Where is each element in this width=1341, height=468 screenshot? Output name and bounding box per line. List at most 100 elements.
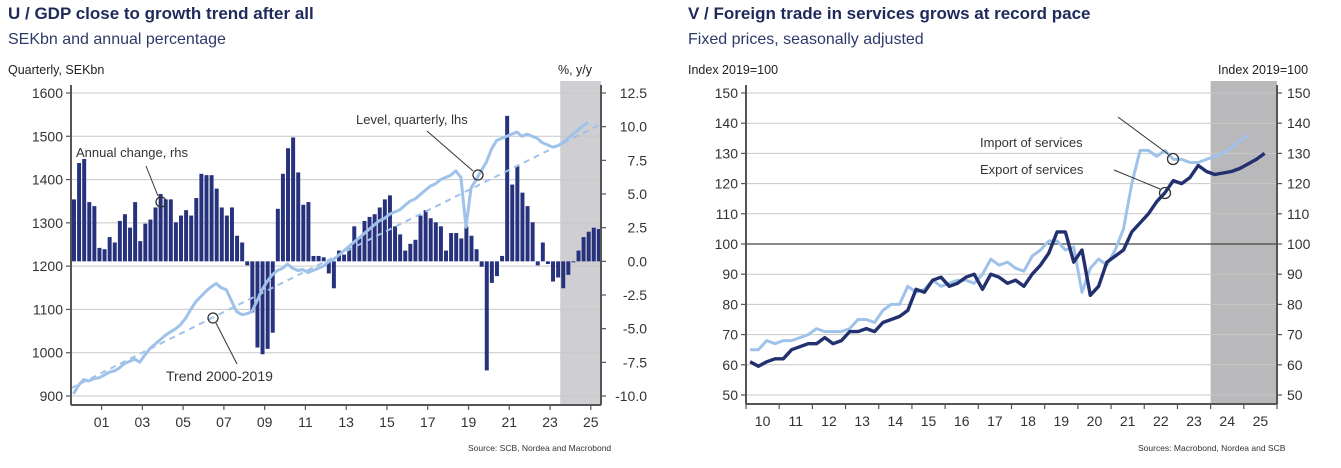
bar: [423, 210, 428, 262]
export-services-line: [749, 152, 1266, 368]
bar: [199, 173, 204, 262]
x-tick-label: 17: [987, 413, 1003, 429]
bar: [128, 227, 133, 262]
bar: [204, 175, 209, 262]
chart-title-left: U / GDP close to growth trend after all: [8, 4, 314, 23]
bar: [316, 255, 321, 262]
bar: [566, 261, 571, 275]
bar: [520, 192, 525, 262]
bar: [87, 202, 92, 262]
x-tick-label: 24: [1219, 413, 1235, 429]
y-tick-label-left: 80: [722, 296, 738, 312]
annotation-leader: [145, 165, 159, 197]
y-tick-label-left: 1200: [32, 258, 63, 274]
bar: [184, 210, 189, 262]
annotation-annual-change: Annual change, rhs: [76, 145, 189, 160]
bar: [479, 261, 484, 267]
bar: [372, 214, 377, 262]
y-axis-label-right: %, y/y: [558, 63, 593, 77]
bar: [347, 247, 352, 262]
bar: [189, 215, 194, 262]
annotation-marker: [1166, 152, 1180, 166]
y-tick-label-left: 50: [722, 387, 738, 403]
bar: [484, 261, 489, 371]
bar: [240, 242, 245, 262]
y-tick-label-left: 90: [722, 266, 738, 282]
bar: [433, 222, 438, 262]
bar: [301, 204, 306, 262]
bar: [398, 234, 403, 262]
x-tick-label: 11: [789, 413, 804, 429]
x-tick-label: 15: [379, 414, 395, 430]
y-tick-label-right: 10.0: [620, 119, 647, 135]
x-tick-label: 13: [854, 413, 870, 429]
bar: [505, 115, 510, 262]
bar: [280, 173, 285, 262]
annotation-import: Import of services: [980, 135, 1083, 150]
y-tick-label-left: 150: [715, 85, 739, 101]
bar: [179, 215, 183, 262]
chart-subtitle-right: Fixed prices, seasonally adjusted: [688, 31, 924, 48]
bar: [275, 208, 280, 262]
bar: [540, 242, 545, 262]
y-tick-label-left: 60: [722, 357, 738, 373]
bar: [525, 206, 530, 262]
bar: [117, 220, 122, 262]
bar: [500, 255, 505, 262]
source-note-right: Sources: Macrobond, Nordea and SCB: [1138, 443, 1286, 453]
bar: [77, 163, 82, 262]
chart-subtitle-left: SEKbn and annual percentage: [8, 31, 226, 48]
annotation-leader: [1117, 116, 1169, 155]
bar: [255, 261, 260, 348]
x-tick-label: 13: [338, 414, 354, 430]
y-tick-label-right: 60: [1287, 357, 1303, 373]
y-tick-label-right: 100: [1287, 236, 1311, 252]
bar: [551, 261, 556, 282]
y-tick-label-right: 5.0: [628, 186, 648, 202]
bar: [107, 237, 112, 262]
bar: [143, 223, 148, 262]
bar: [102, 249, 107, 262]
y-tick-label-right: 0.0: [628, 253, 648, 269]
bar: [586, 231, 591, 262]
annotation-marker: [1158, 186, 1172, 200]
x-tick-label: 18: [1020, 413, 1036, 429]
y-tick-label-right: 80: [1287, 296, 1303, 312]
x-tick-label: 21: [501, 414, 517, 430]
bar: [245, 261, 250, 266]
bar: [250, 261, 255, 313]
x-tick-label: 23: [542, 414, 558, 430]
bar: [260, 261, 265, 355]
y-tick-label-right: -2.5: [623, 287, 647, 303]
bar: [515, 165, 520, 262]
x-tick-label: 12: [821, 413, 837, 429]
bar: [382, 199, 387, 262]
annotation-marker: [207, 312, 219, 324]
x-tick-label: 22: [1153, 413, 1169, 429]
bar: [561, 261, 566, 289]
x-tick-label: 25: [583, 414, 599, 430]
x-tick-label: 16: [954, 413, 970, 429]
annotation-leader: [215, 322, 238, 365]
x-tick-label: 19: [461, 414, 477, 430]
bar: [438, 226, 443, 262]
bar: [229, 207, 234, 262]
x-tick-label: 25: [1253, 413, 1269, 429]
y-tick-label-right: 130: [1287, 145, 1311, 161]
bar: [194, 198, 199, 262]
bar: [454, 233, 459, 262]
x-tick-label: 19: [1053, 413, 1069, 429]
x-tick-label: 07: [216, 414, 232, 430]
bar: [265, 261, 270, 349]
bar: [591, 227, 596, 262]
annotation-marker: [155, 196, 167, 208]
annotation-export: Export of services: [980, 162, 1084, 177]
level-line: [72, 121, 590, 395]
bar: [321, 257, 326, 262]
y-axis-label-right: Index 2019=100: [1218, 63, 1309, 77]
x-tick-label: 15: [921, 413, 937, 429]
bar: [576, 250, 581, 262]
bar: [469, 235, 474, 262]
bar: [393, 226, 398, 262]
